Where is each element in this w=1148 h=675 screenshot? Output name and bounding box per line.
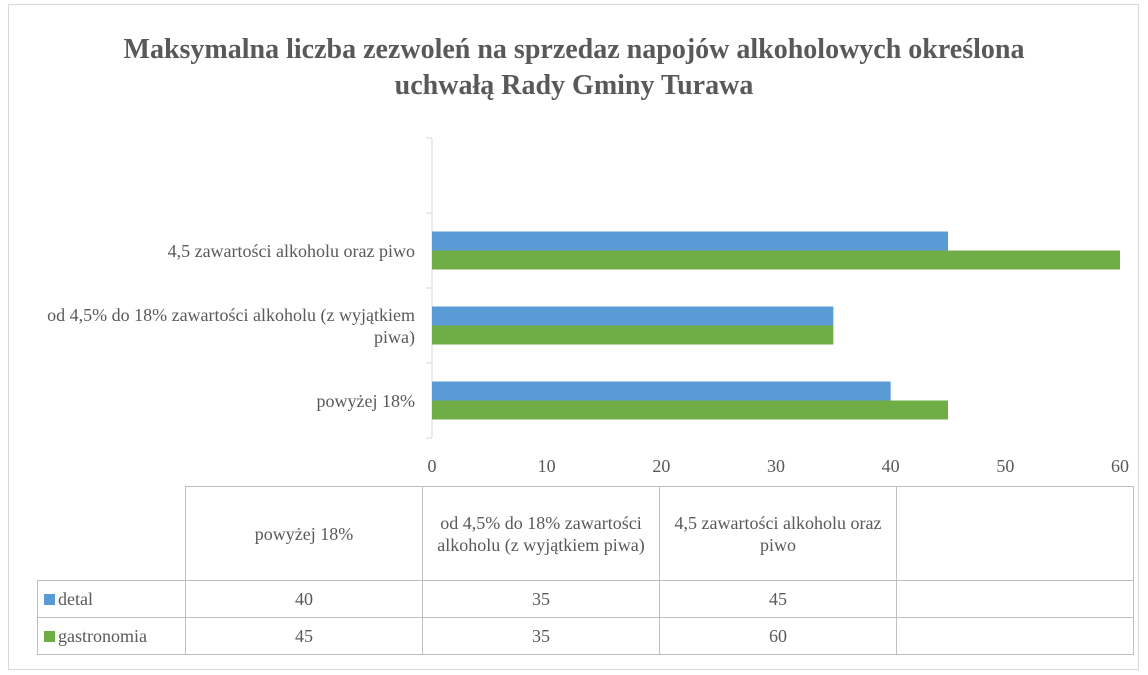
x-tick-label: 10 xyxy=(538,456,556,476)
table-header xyxy=(896,486,1134,581)
table-cell xyxy=(896,617,1134,655)
y-tick-label: 4,5 zawartości alkoholu oraz piwo xyxy=(167,240,415,261)
chart-frame xyxy=(8,4,1139,670)
table-header: powyżej 18% xyxy=(185,486,423,581)
table-cell: 45 xyxy=(659,580,897,618)
table-cell: 40 xyxy=(185,580,423,618)
table-cell: 45 xyxy=(185,617,423,655)
table-cell: 60 xyxy=(659,617,897,655)
bar xyxy=(432,325,834,345)
table-header: 4,5 zawartości alkoholu oraz piwo xyxy=(659,486,897,581)
x-tick-label: 30 xyxy=(767,456,785,476)
table-cell: 35 xyxy=(422,580,660,618)
table-cell xyxy=(896,580,1134,618)
legend-key xyxy=(44,630,55,642)
x-tick-label: 40 xyxy=(882,456,900,476)
y-tick-label: od 4,5% do 18% zawartości alkoholu (z wy… xyxy=(47,304,415,347)
bar xyxy=(432,250,1120,270)
bar xyxy=(432,381,891,401)
legend-label: gastronomia xyxy=(58,626,147,646)
y-tick-label: powyżej 18% xyxy=(316,390,415,411)
table-header: od 4,5% do 18% zawartości alkoholu (z wy… xyxy=(422,486,660,581)
x-tick-label: 0 xyxy=(428,456,437,476)
table-row-label: gastronomia xyxy=(37,617,186,655)
bar xyxy=(432,306,834,326)
table-row-label: detal xyxy=(37,580,186,618)
x-tick-label: 50 xyxy=(996,456,1014,476)
bar xyxy=(432,400,948,420)
legend-label: detal xyxy=(58,589,93,609)
x-tick-label: 20 xyxy=(652,456,670,476)
chart-title: Maksymalna liczba zezwoleń na sprzedaz n… xyxy=(123,34,1025,101)
table-cell: 35 xyxy=(422,617,660,655)
legend-key xyxy=(44,593,55,605)
bar xyxy=(432,231,948,251)
x-tick-label: 60 xyxy=(1111,456,1129,476)
